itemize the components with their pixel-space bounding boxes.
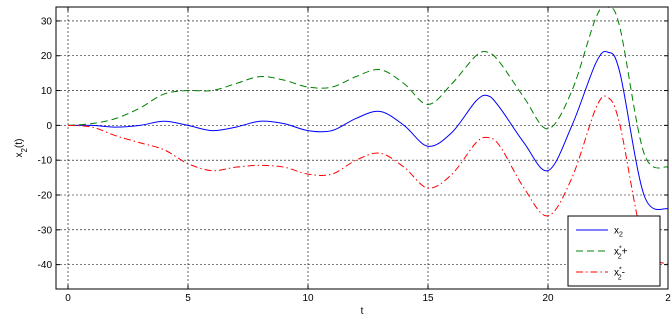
x-tick-label: 2 — [665, 293, 671, 304]
y-tick-label: 30 — [41, 16, 53, 27]
x-tick-label: 0 — [65, 293, 71, 304]
legend: x2 x* 2+ x* 2- — [567, 215, 661, 287]
y-tick-label: 10 — [41, 86, 53, 97]
legend-label-x2: x2 — [614, 226, 623, 239]
ticks: 0 5 10 15 20 2 -40 -30 -20 -10 0 10 20 30 — [38, 7, 671, 304]
plot-frame — [55, 6, 669, 290]
grid — [56, 7, 669, 289]
y-tick-label: -40 — [38, 260, 53, 271]
x-tick-label: 20 — [542, 293, 554, 304]
y-tick-label: -20 — [38, 191, 53, 202]
x-tick-label: 5 — [185, 293, 191, 304]
series-line-x2+ — [67, 7, 668, 169]
y-tick-label: -10 — [38, 156, 53, 167]
series-line-x2 — [67, 50, 668, 211]
series-group — [67, 7, 668, 266]
y-tick-label: 20 — [41, 51, 53, 62]
y-tick-label: -30 — [38, 225, 53, 236]
y-axis-label: x2(t) — [14, 139, 29, 158]
x-tick-label: 10 — [302, 293, 314, 304]
x-tick-label: 15 — [422, 293, 434, 304]
legend-box — [567, 215, 661, 287]
y-tick-label: 0 — [46, 121, 52, 132]
legend-label-x2-: x* 2- — [614, 267, 625, 282]
legend-label-x2+: x* 2+ — [614, 246, 628, 261]
series-line-x2- — [67, 95, 668, 266]
x-axis-label: t — [361, 306, 364, 317]
